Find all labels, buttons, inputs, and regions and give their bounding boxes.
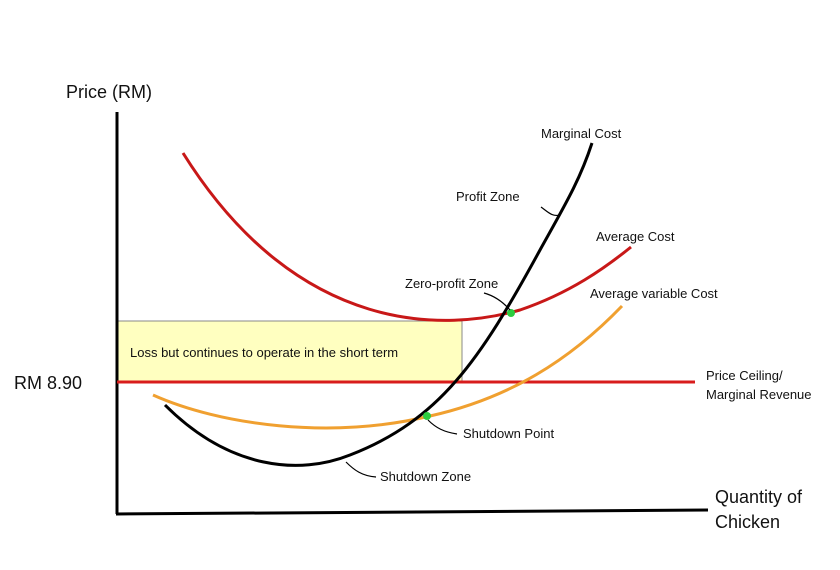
- zero-profit-zone-label: Zero-profit Zone: [405, 276, 498, 291]
- zero-profit-point: [507, 309, 515, 317]
- marginal-cost-label: Marginal Cost: [541, 126, 622, 141]
- loss-box-text: Loss but continues to operate in the sho…: [130, 345, 398, 360]
- average-cost-label: Average Cost: [596, 229, 675, 244]
- x-axis: [115, 508, 709, 516]
- average-variable-cost-label: Average variable Cost: [590, 286, 718, 301]
- profit-zone-leader: [540, 206, 561, 217]
- average-cost-curve: [181, 152, 632, 322]
- profit-zone-label: Profit Zone: [456, 189, 520, 204]
- price-ceiling-label-line2: Marginal Revenue: [706, 387, 812, 402]
- shutdown-zone-label: Shutdown Zone: [380, 469, 471, 484]
- x-axis-label-line1: Quantity of: [715, 487, 803, 507]
- shutdown-point-leader: [427, 419, 458, 435]
- shutdown-point-label: Shutdown Point: [463, 426, 554, 441]
- y-axis-label: Price (RM): [66, 82, 152, 102]
- price-marker-label: RM 8.90: [14, 373, 82, 393]
- x-axis-label-line2: Chicken: [715, 512, 780, 532]
- price-ceiling-label-line1: Price Ceiling/: [706, 368, 783, 383]
- shutdown-point-marker: [423, 412, 431, 420]
- shutdown-zone-leader: [345, 461, 377, 478]
- marginal-cost-curve: [163, 142, 594, 467]
- zero-profit-leader: [483, 292, 511, 311]
- loss-box: [116, 320, 463, 383]
